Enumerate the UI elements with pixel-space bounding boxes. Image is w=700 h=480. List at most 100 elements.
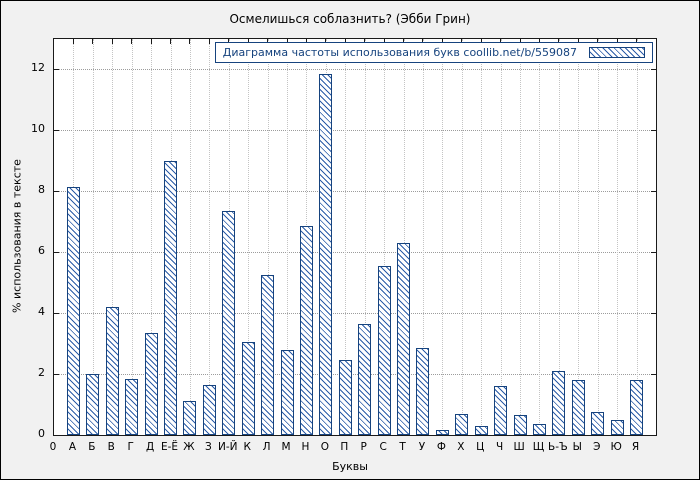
y-gridline (54, 313, 656, 315)
y-tick-mark (54, 129, 59, 131)
y-tick-mark (54, 373, 59, 375)
y-tick-mark (54, 190, 59, 192)
x-tick-mark (170, 39, 172, 44)
x-axis-label: Буквы (332, 460, 368, 473)
bar (280, 350, 294, 435)
x-tick-mark (403, 39, 405, 44)
y-tick-label: 4 (38, 305, 45, 319)
x-tick-label: Л (262, 441, 271, 453)
x-gridline (558, 39, 560, 435)
y-tick-label: 0 (38, 427, 45, 440)
x-tick-label: М (281, 441, 291, 453)
x-gridline (287, 39, 289, 435)
y-tick-mark (54, 68, 59, 70)
x-tick-mark (208, 39, 210, 44)
y-axis-label: % использования в тексте (10, 159, 24, 313)
x-tick-label: Н (301, 441, 310, 453)
bar (144, 333, 158, 435)
x-gridline (481, 39, 483, 435)
x-tick-mark (150, 39, 152, 44)
x-tick-label: Е-Ё (160, 441, 179, 453)
y-tick-mark (651, 373, 656, 375)
x-tick-label: П (340, 441, 349, 453)
x-tick-label: Э (593, 441, 601, 453)
x-gridline (597, 39, 599, 435)
x-tick-mark (111, 39, 113, 44)
x-gridline (403, 39, 405, 435)
x-tick-mark (538, 39, 540, 44)
y-tick-mark (651, 312, 656, 314)
y-tick-mark (651, 434, 656, 436)
bar (261, 275, 275, 435)
x-tick-mark (364, 39, 366, 44)
bar (571, 380, 585, 435)
y-gridline (54, 252, 656, 254)
bar (222, 211, 236, 435)
y-tick-label: 2 (38, 366, 45, 380)
x-gridline (384, 39, 386, 435)
bar (416, 348, 430, 435)
chart-title: Осмелишься соблазнить? (Эбби Грин) (229, 12, 471, 26)
bar (66, 187, 80, 435)
y-tick-label: 12 (31, 61, 45, 75)
x-tick-label: Ь-Ъ (548, 441, 568, 453)
bar (455, 414, 469, 435)
x-tick-mark (441, 39, 443, 44)
x-tick-label: У (418, 441, 426, 453)
bar (552, 371, 566, 435)
x-gridline (267, 39, 269, 435)
bar (630, 380, 644, 435)
x-tick-label: Ш (513, 441, 525, 453)
x-tick-mark (480, 39, 482, 44)
x-tick-mark (72, 39, 74, 44)
bar (299, 226, 313, 435)
plot-area: Диаграмма частоты использования букв coo… (53, 38, 657, 436)
bar (494, 386, 508, 435)
x-gridline (617, 39, 619, 435)
x-gridline (461, 39, 463, 435)
x-tick-mark (131, 39, 133, 44)
y-tick-label: 6 (38, 244, 45, 258)
x-tick-label: В (107, 441, 115, 453)
y-tick-label: 8 (38, 183, 45, 197)
x-tick-mark (92, 39, 94, 44)
x-gridline (112, 39, 114, 435)
x-tick-mark (228, 39, 230, 44)
bar (610, 420, 624, 435)
x-tick-label: Ч (496, 441, 504, 453)
x-tick-label: 0 (49, 441, 57, 453)
bar (125, 379, 139, 435)
x-tick-mark (461, 39, 463, 44)
bar (513, 415, 527, 435)
x-tick-label: А (68, 441, 76, 453)
legend: Диаграмма частоты использования букв coo… (214, 42, 653, 63)
x-gridline (209, 39, 211, 435)
x-tick-mark (558, 39, 560, 44)
bar (397, 243, 411, 435)
x-tick-mark (383, 39, 385, 44)
x-tick-mark (305, 39, 307, 44)
x-gridline (422, 39, 424, 435)
legend-swatch (589, 47, 645, 58)
x-tick-label: Д (145, 441, 155, 453)
x-tick-label: Т (399, 441, 406, 453)
x-tick-label: О (320, 441, 329, 453)
x-tick-label: Щ (532, 441, 545, 453)
x-tick-label: Ю (610, 441, 622, 453)
y-tick-mark (54, 434, 59, 436)
x-tick-label: Ф (436, 441, 446, 453)
y-tick-mark (651, 68, 656, 70)
bar (591, 412, 605, 435)
x-tick-mark (325, 39, 327, 44)
bar (474, 426, 488, 435)
x-tick-mark (344, 39, 346, 44)
y-tick-mark (54, 312, 59, 314)
y-gridline (54, 130, 656, 132)
x-gridline (92, 39, 94, 435)
x-tick-label: И-Й (218, 441, 238, 453)
x-tick-label: Я (631, 441, 640, 453)
x-tick-mark (636, 39, 638, 44)
bar (202, 385, 216, 435)
bar (105, 307, 119, 435)
